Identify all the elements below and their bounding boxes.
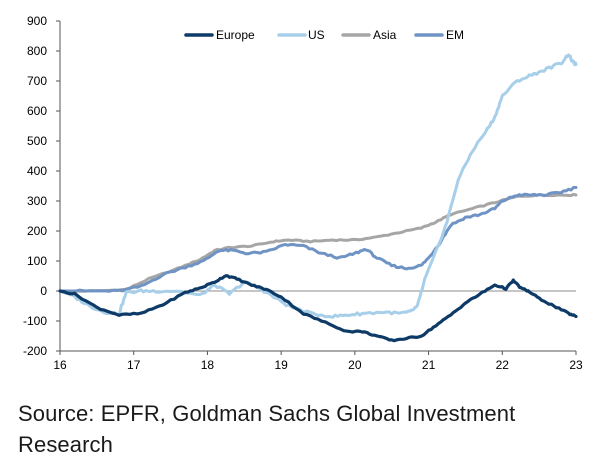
y-tick-label: 900 xyxy=(27,14,47,28)
y-tick-label: 600 xyxy=(27,104,47,118)
y-tick-label: 100 xyxy=(27,254,47,268)
x-tick-label: 16 xyxy=(53,358,67,372)
y-tick-label: 800 xyxy=(27,44,47,58)
y-tick-label: 0 xyxy=(40,284,47,298)
source-note: Source: EPFR, Goldman Sachs Global Inves… xyxy=(18,401,516,457)
y-tick-label: 500 xyxy=(27,134,47,148)
legend-label-europe: Europe xyxy=(216,28,255,42)
series-line-europe xyxy=(58,274,578,343)
y-tick-label: 200 xyxy=(27,224,47,238)
x-tick-label: 18 xyxy=(201,358,215,372)
series-line-em xyxy=(58,186,578,293)
x-tick-label: 17 xyxy=(127,358,141,372)
y-tick-label: -100 xyxy=(23,314,47,328)
x-tick-label: 22 xyxy=(496,358,510,372)
series-line-us xyxy=(58,53,578,319)
x-tick-label: 23 xyxy=(569,358,583,372)
y-tick-label: 700 xyxy=(27,74,47,88)
y-tick-label: 400 xyxy=(27,164,47,178)
line-chart: -200 -100 0 100 200 300 400 500 600 700 800 900 16 17… xyxy=(23,14,583,372)
legend-label-asia: Asia xyxy=(373,28,397,42)
x-tick-label: 21 xyxy=(422,358,436,372)
y-tick-label: -200 xyxy=(23,344,47,358)
x-tick-label: 20 xyxy=(348,358,362,372)
series-line-asia xyxy=(58,192,578,293)
legend-label-em: EM xyxy=(446,28,464,42)
y-tick-label: 300 xyxy=(27,194,47,208)
legend-label-us: US xyxy=(308,28,325,42)
x-tick-label: 19 xyxy=(274,358,288,372)
